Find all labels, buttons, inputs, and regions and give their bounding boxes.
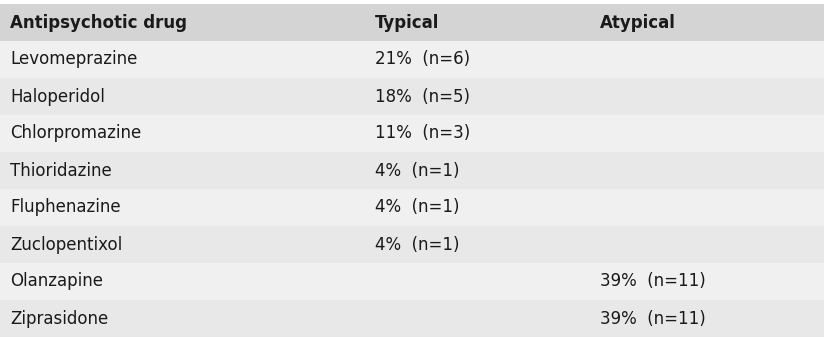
Text: Thioridazine: Thioridazine (10, 161, 112, 179)
Text: 4%  (n=1): 4% (n=1) (375, 199, 460, 217)
Text: Ziprasidone: Ziprasidone (10, 310, 108, 327)
Text: 21%  (n=6): 21% (n=6) (375, 51, 471, 68)
Text: Olanzapine: Olanzapine (10, 273, 103, 291)
Bar (0, 115, 824, 152)
Bar (0, 226, 824, 263)
Text: Haloperidol: Haloperidol (10, 87, 105, 105)
Text: 4%  (n=1): 4% (n=1) (375, 236, 460, 254)
Text: Atypical: Atypical (600, 14, 676, 32)
Text: 4%  (n=1): 4% (n=1) (375, 161, 460, 179)
Bar (0, 152, 824, 189)
Text: Zuclopentixol: Zuclopentixol (10, 236, 122, 254)
Bar (0, 41, 824, 78)
Text: Typical: Typical (375, 14, 439, 32)
Text: 11%  (n=3): 11% (n=3) (375, 124, 471, 142)
Text: Levomeprazine: Levomeprazine (10, 51, 138, 68)
Text: Fluphenazine: Fluphenazine (10, 199, 120, 217)
Bar (0, 189, 824, 226)
Text: Chlorpromazine: Chlorpromazine (10, 124, 141, 142)
Text: 18%  (n=5): 18% (n=5) (375, 87, 470, 105)
Bar (0, 300, 824, 337)
Text: Antipsychotic drug: Antipsychotic drug (10, 14, 187, 32)
Bar (0, 263, 824, 300)
Bar (0, 78, 824, 115)
Text: 39%  (n=11): 39% (n=11) (600, 273, 705, 291)
Bar (0, 4, 824, 41)
Text: 39%  (n=11): 39% (n=11) (600, 310, 705, 327)
